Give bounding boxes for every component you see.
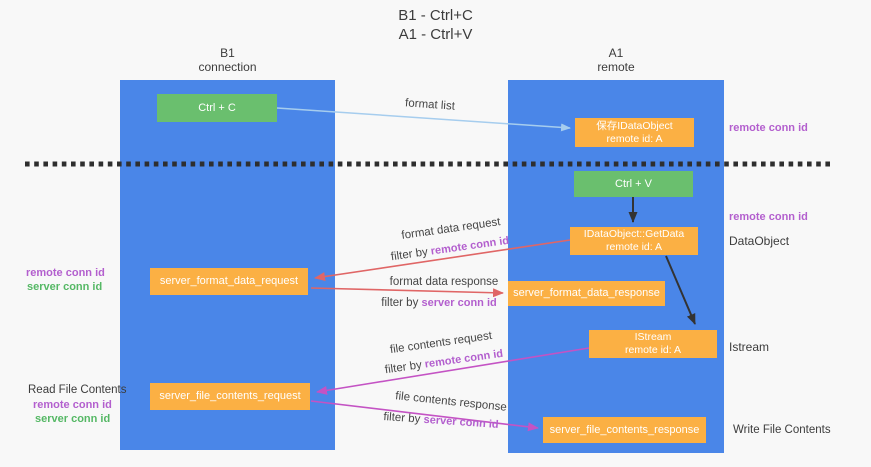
- server-format-data-request-label: server_format_data_request: [159, 275, 299, 287]
- remote-conn-id-annotation-mid: remote conn id: [729, 211, 808, 223]
- format-data-request-arrow: [314, 239, 571, 281]
- istream-line2: remote id: A: [624, 344, 682, 356]
- server-file-contents-response-label: server_file_contents_response: [549, 423, 700, 436]
- left-column-header: B1 connection: [120, 46, 335, 74]
- getdata-line1: IDataObject::GetData: [583, 228, 685, 240]
- server-file-contents-request-label: server_file_contents_request: [159, 390, 301, 402]
- save-idataobject-line1: 保存IDataObject: [596, 119, 673, 132]
- write-file-contents-annotation: Write File Contents: [733, 424, 831, 436]
- right-column-name: A1: [608, 46, 624, 60]
- format-data-response-filter-label: filter by server conn id: [378, 297, 500, 309]
- idataobject-getdata-node: IDataObject::GetData remote id: A: [570, 227, 698, 255]
- file-contents-response-arrow: [310, 400, 539, 432]
- read-file-contents-annotation: Read File Contents: [28, 384, 127, 396]
- server-format-data-response-node: server_format_data_response: [508, 281, 665, 306]
- save-idataobject-node: 保存IDataObject remote id: A: [575, 118, 694, 147]
- istream-node: IStream remote id: A: [589, 330, 717, 358]
- server-file-contents-response-node: server_file_contents_response: [543, 417, 706, 443]
- ctrl-c-label: Ctrl + C: [198, 101, 236, 114]
- right-column-subtitle: remote: [597, 60, 635, 74]
- diagram-title-line1: B1 - Ctrl+C: [398, 7, 473, 24]
- istream-line1: IStream: [634, 331, 672, 343]
- remote-conn-id-annotation-left1: remote conn id: [26, 267, 105, 279]
- left-column-name: B1: [220, 46, 235, 60]
- ctrl-v-node: Ctrl + V: [574, 171, 693, 197]
- getdata-to-istream-arrow: [665, 255, 696, 325]
- left-column-subtitle: connection: [198, 60, 257, 74]
- file-contents-request-arrow: [316, 347, 590, 395]
- server-format-data-response-label: server_format_data_response: [513, 287, 660, 299]
- save-idataobject-line2: remote id: A: [606, 132, 663, 145]
- server-conn-id-annotation-left1: server conn id: [27, 281, 103, 293]
- diagram-title-line2: A1 - Ctrl+V: [398, 26, 473, 43]
- istream-annotation: Istream: [729, 340, 770, 354]
- right-column-header: A1 remote: [508, 46, 724, 74]
- getdata-line2: remote id: A: [605, 241, 663, 253]
- filter-by-text: filter by: [381, 297, 422, 309]
- remote-conn-id-annotation-top: remote conn id: [729, 122, 808, 134]
- format-data-response-arrow: [310, 287, 504, 298]
- server-format-data-request-node: server_format_data_request: [150, 268, 308, 295]
- ctrl-v-label: Ctrl + V: [615, 177, 652, 190]
- server-conn-id-text: server conn id: [421, 297, 497, 309]
- server-conn-id-annotation-left2: server conn id: [35, 413, 111, 425]
- ctrl-c-node: Ctrl + C: [157, 94, 277, 122]
- remote-conn-id-annotation-left2: remote conn id: [33, 399, 112, 411]
- server-file-contents-request-node: server_file_contents_request: [150, 383, 310, 410]
- format-list-arrow: [276, 107, 571, 132]
- format-data-response-label: format data response: [389, 276, 499, 288]
- dataobject-annotation: DataObject: [729, 234, 790, 248]
